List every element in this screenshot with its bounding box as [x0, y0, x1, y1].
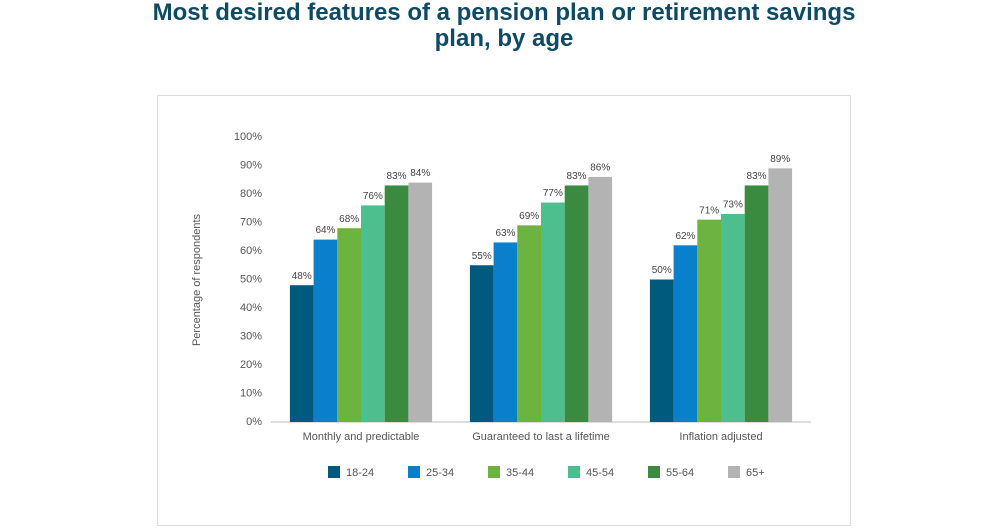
bar	[517, 225, 541, 422]
bar	[469, 265, 494, 422]
chart-title: Most desired features of a pension plan …	[152, 0, 856, 52]
y-tick-label: 90%	[240, 159, 262, 171]
bar	[564, 185, 589, 422]
legend-swatch	[728, 466, 740, 478]
y-tick-label: 80%	[240, 188, 262, 200]
x-tick-label: Guaranteed to last a lifetime	[472, 431, 610, 443]
bar	[493, 242, 518, 422]
bar	[721, 213, 745, 422]
bar	[361, 205, 385, 422]
legend-swatch	[488, 466, 500, 478]
y-tick-label: 0%	[246, 416, 262, 428]
legend-swatch	[408, 466, 420, 478]
value-label: 62%	[675, 231, 695, 242]
x-tick-label: Inflation adjusted	[679, 431, 762, 443]
bar	[744, 185, 769, 422]
y-axis-title: Percentage of respondents	[191, 213, 203, 346]
y-tick-label: 10%	[240, 387, 262, 399]
legend-label: 25-34	[426, 467, 454, 479]
value-label: 71%	[699, 205, 719, 216]
bar	[408, 182, 433, 422]
value-label: 63%	[495, 228, 515, 239]
x-tick-label: Monthly and predictable	[303, 431, 420, 443]
y-tick-label: 20%	[240, 359, 262, 371]
y-tick-label: 60%	[240, 245, 262, 257]
legend-label: 65+	[746, 467, 765, 479]
bar	[313, 239, 338, 422]
legend-label: 55-64	[666, 467, 694, 479]
value-label: 73%	[723, 200, 743, 211]
value-label: 50%	[652, 265, 672, 276]
value-label: 83%	[747, 171, 767, 182]
value-label: 83%	[567, 171, 587, 182]
value-label: 89%	[770, 154, 790, 165]
y-tick-label: 30%	[240, 330, 262, 342]
legend-label: 45-54	[586, 467, 614, 479]
legend-label: 18-24	[346, 467, 374, 479]
value-label: 48%	[292, 271, 312, 282]
y-tick-label: 70%	[240, 216, 262, 228]
bar	[384, 185, 409, 422]
y-tick-label: 40%	[240, 302, 262, 314]
bar	[337, 228, 361, 422]
y-tick-label: 100%	[234, 131, 262, 143]
value-label: 83%	[387, 171, 407, 182]
value-label: 55%	[472, 251, 492, 262]
legend-swatch	[568, 466, 580, 478]
value-label: 69%	[519, 211, 539, 222]
bar	[289, 285, 314, 422]
y-tick-label: 50%	[240, 273, 262, 285]
legend-swatch	[328, 466, 340, 478]
bar	[541, 202, 565, 422]
value-label: 68%	[339, 214, 359, 225]
bar	[588, 176, 613, 422]
legend-swatch	[648, 466, 660, 478]
bar	[649, 279, 674, 422]
bar	[697, 219, 721, 422]
value-label: 64%	[315, 225, 335, 236]
value-label: 84%	[410, 168, 430, 179]
legend-label: 35-44	[506, 467, 534, 479]
value-label: 77%	[543, 188, 563, 199]
bar	[673, 245, 698, 422]
value-label: 76%	[363, 191, 383, 202]
value-label: 86%	[590, 163, 610, 174]
chart-frame	[157, 95, 851, 526]
bar	[768, 168, 793, 422]
